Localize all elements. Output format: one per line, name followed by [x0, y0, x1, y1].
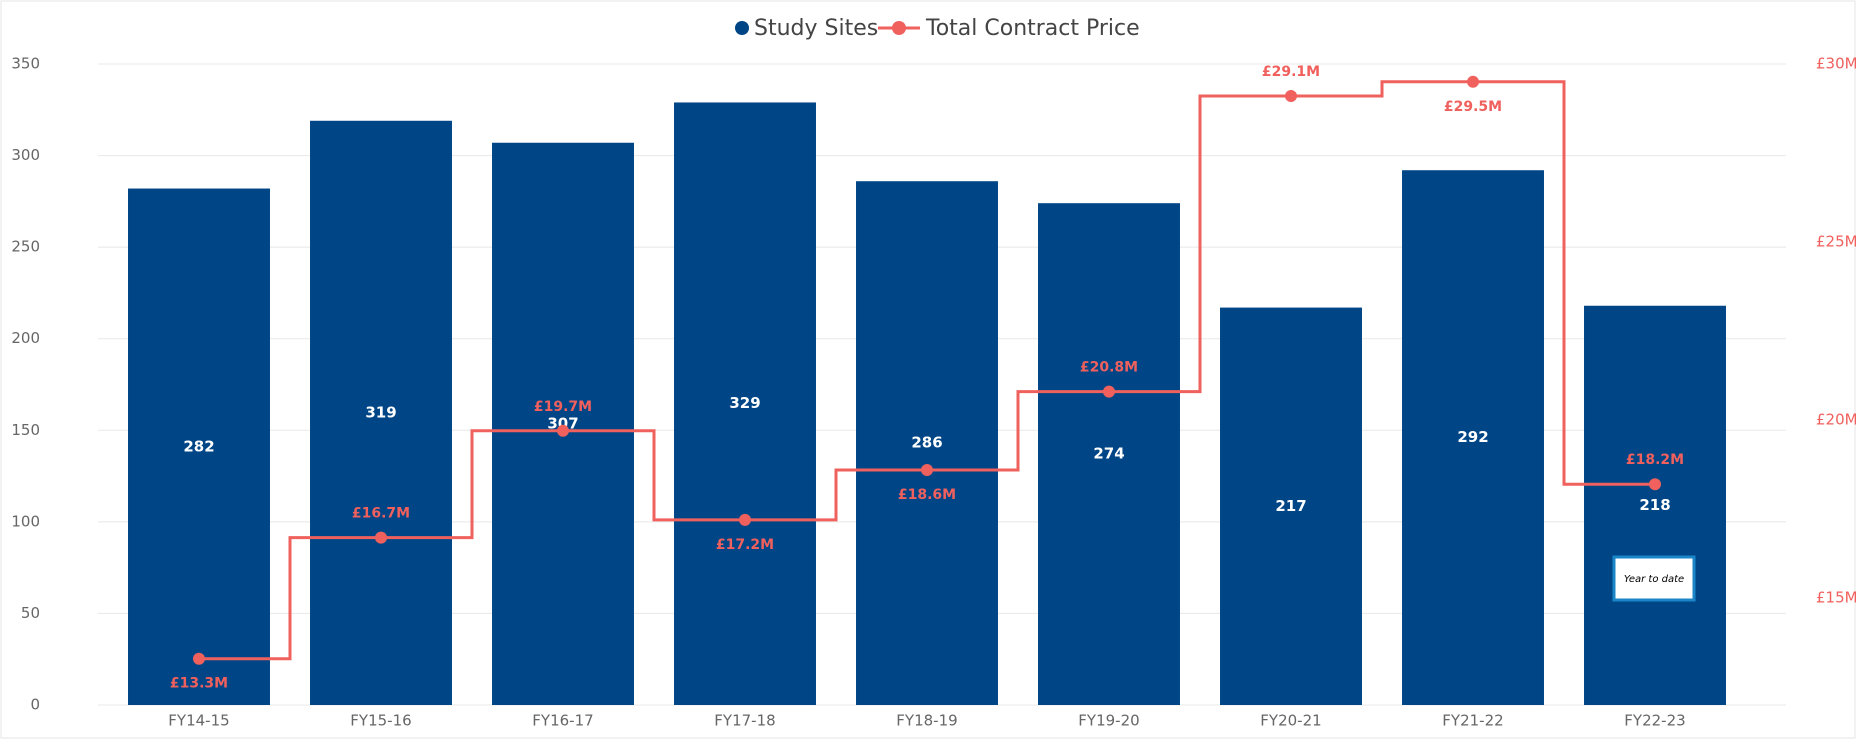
y-tick-label: 100	[11, 512, 40, 530]
y-tick-label: 200	[11, 329, 40, 347]
bar-label: 274	[1093, 445, 1124, 463]
x-tick-label: FY19-20	[1078, 712, 1139, 730]
annotation-box	[1612, 555, 1696, 602]
bar	[310, 120, 452, 705]
line-label: £13.3M	[170, 676, 228, 692]
line-label: £20.8M	[1080, 360, 1138, 376]
y-tick-label: 300	[11, 146, 40, 164]
line-point	[1103, 385, 1115, 398]
x-tick-label: FY15-16	[350, 712, 411, 730]
bar-label: 319	[365, 403, 396, 421]
bar	[492, 142, 634, 705]
bar	[1220, 307, 1362, 705]
legend-label: Study Sites	[754, 16, 878, 41]
y-tick-label: 150	[11, 421, 40, 439]
legend-label: Total Contract Price	[925, 16, 1140, 41]
bar	[1402, 170, 1544, 706]
bar	[128, 188, 270, 706]
line-point	[1649, 478, 1661, 491]
x-tick-label: FY16-17	[532, 712, 593, 730]
bar-label: 307	[547, 414, 578, 432]
line-point	[921, 463, 933, 476]
line-label: £18.2M	[1626, 452, 1684, 468]
y-tick-label: 350	[11, 55, 40, 73]
bar	[1584, 305, 1726, 705]
line-label: £18.6M	[898, 487, 956, 503]
y2-tick-label: £25M	[1816, 233, 1856, 251]
bar	[1038, 203, 1180, 705]
line-point	[557, 424, 569, 437]
line-point	[739, 513, 751, 526]
bar-label: 218	[1639, 496, 1670, 514]
y2-tick-label: £15M	[1816, 589, 1856, 607]
y2-tick-label: £20M	[1816, 411, 1856, 429]
line-point	[193, 652, 205, 665]
bar-label: 286	[911, 434, 942, 452]
legend-marker	[735, 21, 749, 35]
bar-label: 282	[183, 437, 214, 455]
line-label: £29.5M	[1444, 99, 1502, 115]
y-tick-label: 0	[30, 696, 40, 714]
line-point	[1467, 75, 1479, 88]
bar-label: 329	[729, 394, 760, 412]
x-tick-label: FY17-18	[714, 712, 775, 730]
annotation: Year to date	[1624, 574, 1684, 585]
line-point	[375, 531, 387, 544]
y-tick-label: 50	[21, 604, 40, 622]
y2-tick-label: £30M	[1816, 55, 1856, 73]
bar	[856, 181, 998, 705]
x-tick-label: FY22-23	[1624, 712, 1685, 730]
line-label: £19.7M	[534, 399, 592, 415]
bar-label: 217	[1275, 497, 1306, 515]
x-tick-label: FY14-15	[168, 712, 229, 730]
bar	[674, 102, 816, 705]
legend-marker	[892, 21, 906, 35]
x-tick-label: FY21-22	[1442, 712, 1503, 730]
x-tick-label: FY20-21	[1260, 712, 1321, 730]
line-label: £29.1M	[1262, 64, 1320, 80]
bar-label: 292	[1457, 428, 1488, 446]
line-point	[1285, 90, 1297, 103]
y-tick-label: 250	[11, 238, 40, 256]
line-label: £17.2M	[716, 537, 774, 553]
line-label: £16.7M	[352, 506, 410, 522]
x-tick-label: FY18-19	[896, 712, 957, 730]
